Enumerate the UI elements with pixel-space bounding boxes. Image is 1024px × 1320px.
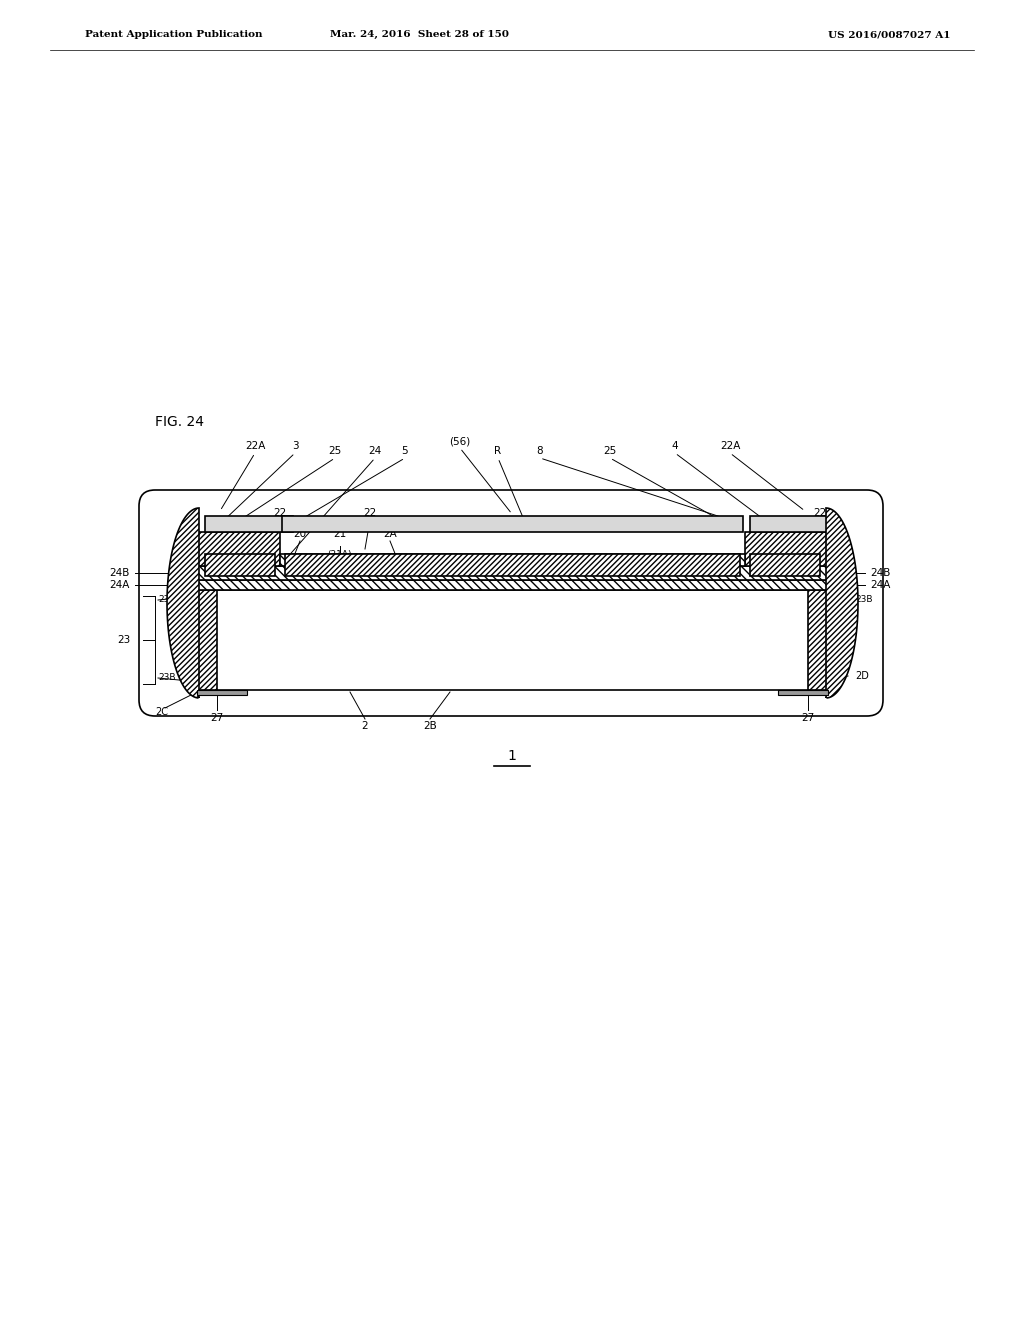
Text: 8: 8 [537,446,544,455]
Text: 3: 3 [292,441,298,451]
Polygon shape [826,508,858,698]
Text: 27: 27 [210,713,223,723]
Bar [205,516,293,532]
Text: US 2016/0087027 A1: US 2016/0087027 A1 [827,30,950,40]
Text: 2: 2 [361,721,369,731]
Bar [195,579,830,590]
Bar [282,516,743,532]
Bar [285,554,740,576]
Text: 22A: 22A [720,441,740,451]
Text: 24: 24 [369,446,382,455]
Text: 2C: 2C [155,708,168,717]
Text: 24A: 24A [870,579,891,590]
Text: 23A: 23A [158,595,175,605]
Text: 23B: 23B [158,673,175,682]
Text: 23: 23 [117,635,130,645]
Text: 27: 27 [802,713,815,723]
Text: 24B: 24B [870,568,891,578]
Text: Mar. 24, 2016  Sheet 28 of 150: Mar. 24, 2016 Sheet 28 of 150 [331,30,510,40]
Text: 2B: 2B [423,721,437,731]
Text: R: R [495,446,502,455]
Bar [280,554,745,566]
Text: (21A): (21A) [328,549,352,558]
Text: 4: 4 [672,441,678,451]
Bar [778,690,828,696]
Text: (21A): (21A) [778,549,802,558]
Bar [205,554,275,576]
Bar [195,590,217,690]
Text: 21: 21 [244,529,257,539]
Bar [750,516,830,532]
Text: (56): (56) [450,436,471,446]
Text: (21A): (21A) [238,549,262,558]
Text: 22: 22 [273,508,287,517]
Text: 2D: 2D [855,671,869,681]
Bar [808,590,830,690]
Text: 21: 21 [334,529,347,539]
Text: 2A: 2A [383,529,397,539]
Bar [750,554,820,576]
Bar [195,590,830,690]
Text: 25: 25 [603,446,616,455]
Polygon shape [167,508,199,698]
Text: 22: 22 [813,508,826,517]
Bar [195,566,830,579]
Text: 22: 22 [364,508,377,517]
Text: FIG. 24: FIG. 24 [155,414,204,429]
Bar [195,532,280,566]
Text: Patent Application Publication: Patent Application Publication [85,30,262,40]
Text: 5: 5 [401,446,409,455]
Text: 21: 21 [783,529,797,539]
Text: 1: 1 [508,748,516,763]
Text: 25: 25 [329,446,342,455]
Bar [808,590,830,690]
Bar [197,690,247,696]
Bar [195,590,217,690]
Text: 24A: 24A [110,579,130,590]
Text: 23B: 23B [855,595,872,605]
Text: 22A: 22A [245,441,265,451]
Text: 20: 20 [294,529,306,539]
Bar [745,532,830,566]
Text: 24B: 24B [110,568,130,578]
